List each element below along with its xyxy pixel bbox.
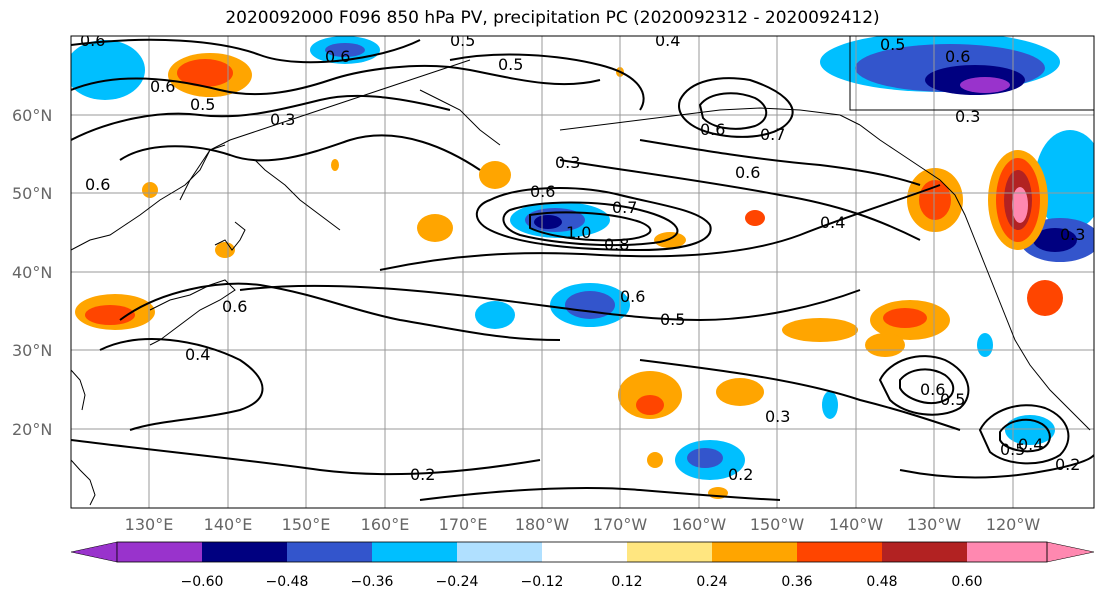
contour-label: 0.6 (85, 175, 110, 194)
lon-label: 170°E (439, 515, 488, 534)
contour-label: 0.5 (660, 310, 685, 329)
contour-label: 0.6 (620, 287, 645, 306)
colorbar-bin (882, 542, 967, 562)
lon-label: 120°W (986, 515, 1041, 534)
colorbar-frame (116, 541, 1048, 563)
colorbar-bin (797, 542, 882, 562)
contour-label: 0.4 (185, 345, 210, 364)
contour-label: 0.6 (325, 47, 350, 66)
contour-label: 0.5 (450, 31, 475, 50)
contour-label: 0.6 (530, 182, 555, 201)
lon-label: 140°W (829, 515, 884, 534)
contour-label: 0.3 (270, 110, 295, 129)
contour-label: 0.6 (735, 163, 760, 182)
colorbar-bin (202, 542, 287, 562)
contour-label: 0.7 (612, 198, 637, 217)
contour-label: 0.6 (945, 47, 970, 66)
coastlines (71, 36, 1094, 506)
contour-label: 0.6 (700, 120, 725, 139)
colorbar-bin (712, 542, 797, 562)
colorbar-bin (967, 542, 1047, 562)
colorbar-bin (287, 542, 372, 562)
lon-label: 150°E (282, 515, 331, 534)
contour-label: 0.5 (190, 95, 215, 114)
contour-label: 0.6 (150, 77, 175, 96)
contour-label: 0.3 (955, 107, 980, 126)
contour-label: 0.7 (760, 125, 785, 144)
contour-label: 0.6 (80, 31, 105, 50)
colorbar-tick-label: 0.24 (696, 574, 727, 590)
colorbar-tick-label: −0.36 (351, 574, 394, 590)
lon-label: 150°W (750, 515, 805, 534)
map-title: 2020092000 F096 850 hPa PV, precipitatio… (225, 8, 880, 28)
colorbar-tick-label: 0.12 (611, 574, 642, 590)
colorbar-tick-label: 0.48 (866, 574, 897, 590)
contour-label: 0.5 (940, 390, 965, 409)
contour-label: 0.6 (222, 297, 247, 316)
lat-label: 60°N (12, 106, 52, 125)
lon-label: 160°E (361, 515, 410, 534)
precip-positive-patches (75, 53, 1063, 499)
pv-contours (71, 38, 1094, 501)
colorbar-bin (117, 542, 202, 562)
lat-label: 40°N (12, 263, 52, 282)
lon-label: 160°W (672, 515, 727, 534)
contour-label: 0.4 (820, 213, 845, 232)
precip-negative-patches (71, 36, 1094, 480)
contour-label: 0.6 (920, 380, 945, 399)
contour-label: 0.2 (728, 465, 753, 484)
contour-label: 1.0 (566, 223, 591, 242)
lon-label: 180°W (515, 515, 570, 534)
contour-label: 0.5 (880, 35, 905, 54)
lat-label: 30°N (12, 341, 52, 360)
colorbar: −0.60 −0.48 −0.36 −0.24 −0.12 0.12 0.24 … (70, 541, 1095, 590)
map-frame (70, 35, 1095, 509)
contour-label: 0.4 (1018, 435, 1043, 454)
contour-label: 0.5 (498, 55, 523, 74)
latitude-labels: 60°N 50°N 40°N 30°N 20°N (12, 106, 52, 439)
colorbar-tick-label: 0.36 (781, 574, 812, 590)
colorbar-tick-label: −0.48 (266, 574, 309, 590)
lon-label: 130°E (125, 515, 174, 534)
contour-label: 0.8 (604, 235, 629, 254)
lat-label: 20°N (12, 420, 52, 439)
colorbar-bin (457, 542, 542, 562)
graticule (71, 36, 1094, 508)
contour-labels: 0.6 0.6 0.5 0.4 0.5 0.5 0.6 0.3 0.3 0.6 … (80, 31, 1085, 484)
colorbar-bin (542, 542, 627, 562)
colorbar-tick-label: −0.12 (521, 574, 564, 590)
contour-label: 0.3 (1060, 225, 1085, 244)
contour-label: 0.4 (655, 31, 680, 50)
longitude-labels: 130°E 140°E 150°E 160°E 170°E 180°W 170°… (125, 515, 1041, 534)
contour-label: 0.2 (1055, 455, 1080, 474)
contour-label: 0.3 (555, 153, 580, 172)
colorbar-tick-label: −0.24 (436, 574, 479, 590)
contour-label: 0.2 (410, 465, 435, 484)
colorbar-left-arrow (70, 541, 118, 563)
lon-label: 130°W (907, 515, 962, 534)
lon-label: 140°E (204, 515, 253, 534)
colorbar-right-arrow (1046, 541, 1095, 563)
colorbar-tick-label: −0.60 (181, 574, 224, 590)
contour-label: 0.5 (1000, 440, 1025, 459)
lat-label: 50°N (12, 184, 52, 203)
colorbar-bin (372, 542, 457, 562)
contour-label: 0.3 (765, 407, 790, 426)
colorbar-bin (627, 542, 712, 562)
colorbar-tick-label: 0.60 (951, 574, 982, 590)
lon-label: 170°W (593, 515, 648, 534)
